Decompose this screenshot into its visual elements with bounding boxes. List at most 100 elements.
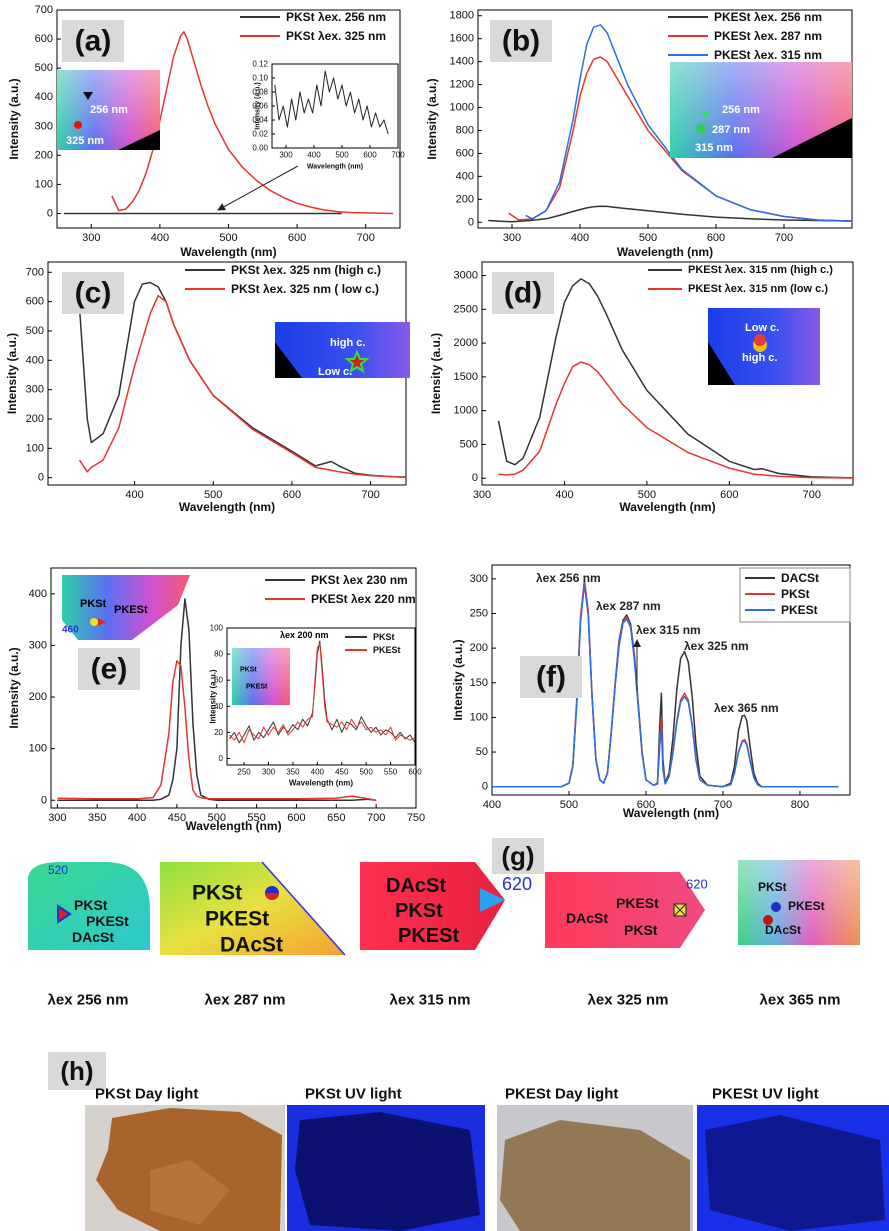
legend-label: PKESt — [373, 645, 401, 655]
point-marker — [57, 904, 72, 924]
x-axis-label: Wavelength (nm) — [307, 164, 363, 171]
y-tick-label: 3000 — [454, 270, 478, 282]
legend-label: PKSt λex. 325 nm ( low c.) — [231, 282, 379, 296]
edge-label: 620 — [502, 874, 532, 894]
y-tick-label: 250 — [470, 607, 488, 619]
x-tick-label: 700 — [361, 489, 379, 501]
series-line — [111, 31, 394, 215]
caption: λex 315 nm — [390, 992, 471, 1009]
panel-label: (f) — [536, 661, 566, 694]
cie-corner — [118, 130, 160, 150]
species-label: PKSt — [395, 900, 443, 922]
x-tick-label: 350 — [88, 812, 106, 824]
y-tick-label: 50 — [476, 746, 488, 758]
x-tick-label: 500 — [219, 232, 237, 244]
annotation: λex 256 nm — [536, 571, 601, 585]
photo-sample — [150, 1160, 230, 1225]
y-tick-label: 300 — [35, 120, 53, 132]
y-tick-label: 400 — [456, 170, 474, 182]
point-marker — [98, 618, 106, 626]
panel-label-box — [492, 272, 554, 314]
legend-label: PKSt — [781, 587, 810, 601]
panel-label: (d) — [504, 277, 542, 310]
y-tick-label: 700 — [35, 4, 53, 16]
series-line — [229, 643, 416, 744]
y-tick-label: 0 — [468, 216, 474, 228]
x-tick-label: 700 — [714, 799, 732, 811]
x-tick-label: 700 — [391, 151, 405, 160]
point-marker — [83, 92, 93, 100]
annotation: 460 — [62, 625, 79, 636]
legend-label: PKESt λex. 315 nm (low c.) — [688, 283, 828, 295]
x-tick-label: 400 — [483, 799, 501, 811]
x-tick-label: 600 — [408, 768, 422, 777]
x-axis-label: Wavelength (nm) — [619, 500, 715, 514]
y-axis-label: Intensity (a.u.) — [7, 647, 21, 728]
y-tick-label: 500 — [460, 438, 478, 450]
legend-label: PKESt λex. 256 nm — [714, 10, 822, 24]
y-tick-label: 800 — [456, 124, 474, 136]
series-line — [498, 361, 854, 479]
y-tick-label: 200 — [456, 193, 474, 205]
species-label: PKESt — [205, 908, 269, 931]
x-tick-label: 450 — [335, 768, 349, 777]
y-tick-label: 0 — [219, 754, 224, 763]
cie-inset — [275, 322, 410, 378]
x-tick-label: 500 — [359, 768, 373, 777]
legend-label: PKSt λex 230 nm — [311, 573, 408, 587]
legend-label: PKESt λex. 287 nm — [714, 29, 822, 43]
y-tick-label: 200 — [29, 691, 47, 703]
species-label: DAcSt — [386, 875, 446, 897]
species-label: DAcSt — [765, 923, 801, 937]
annotation: PKSt — [80, 598, 107, 610]
y-tick-label: 1400 — [450, 56, 474, 68]
y-tick-label: 200 — [35, 149, 53, 161]
x-axis-label: Wavelength (nm) — [180, 245, 276, 259]
panel-label: (b) — [502, 25, 540, 58]
annotation: PKSt — [240, 667, 257, 674]
y-tick-label: 0.12 — [252, 60, 268, 69]
edge-label: 520 — [48, 863, 68, 877]
point-marker — [702, 112, 710, 119]
point-marker — [74, 121, 82, 129]
edge — [261, 861, 346, 956]
panel-label: (a) — [75, 25, 112, 58]
annotation: PKESt — [246, 684, 268, 691]
caption: PKESt UV light — [712, 1086, 819, 1103]
caption: PKESt Day light — [505, 1086, 618, 1103]
species-label: PKESt — [616, 895, 659, 911]
y-tick-label: 1500 — [454, 371, 478, 383]
photo-sample — [500, 1120, 690, 1231]
series-line — [57, 598, 377, 802]
annotation: Low c. — [318, 366, 352, 378]
species-label: PKESt — [86, 913, 129, 929]
y-tick-label: 0 — [482, 781, 488, 793]
x-tick-label: 600 — [363, 151, 377, 160]
legend-label: PKESt λex. 315 nm — [714, 48, 822, 62]
x-tick-label: 800 — [791, 799, 809, 811]
series-line — [57, 660, 377, 802]
annotation: λex 200 nm — [280, 630, 329, 640]
panel-g: (g) 520 PKSt PKESt DAcSt λex 256 nm 580 … — [28, 838, 860, 1009]
x-tick-label: 600 — [637, 799, 655, 811]
point-marker — [265, 893, 279, 900]
panel-label: (h) — [60, 1056, 93, 1086]
x-tick-label: 600 — [283, 489, 301, 501]
x-tick-label: 400 — [125, 489, 143, 501]
y-tick-label: 0 — [41, 794, 47, 806]
series-line — [78, 294, 407, 478]
x-tick-label: 400 — [555, 489, 573, 501]
species-label: DAcSt — [566, 910, 608, 926]
y-tick-label: 300 — [470, 573, 488, 585]
legend-label: PKESt — [781, 603, 818, 617]
y-tick-label: 40 — [214, 702, 223, 711]
x-tick-label: 700 — [775, 232, 793, 244]
point-marker — [673, 903, 687, 917]
arrow — [217, 165, 299, 211]
annotation: λex 287 nm — [596, 599, 661, 613]
point-marker — [90, 618, 98, 626]
series-line — [488, 205, 853, 223]
panel-label: (c) — [75, 277, 112, 310]
y-tick-label: 200 — [470, 642, 488, 654]
